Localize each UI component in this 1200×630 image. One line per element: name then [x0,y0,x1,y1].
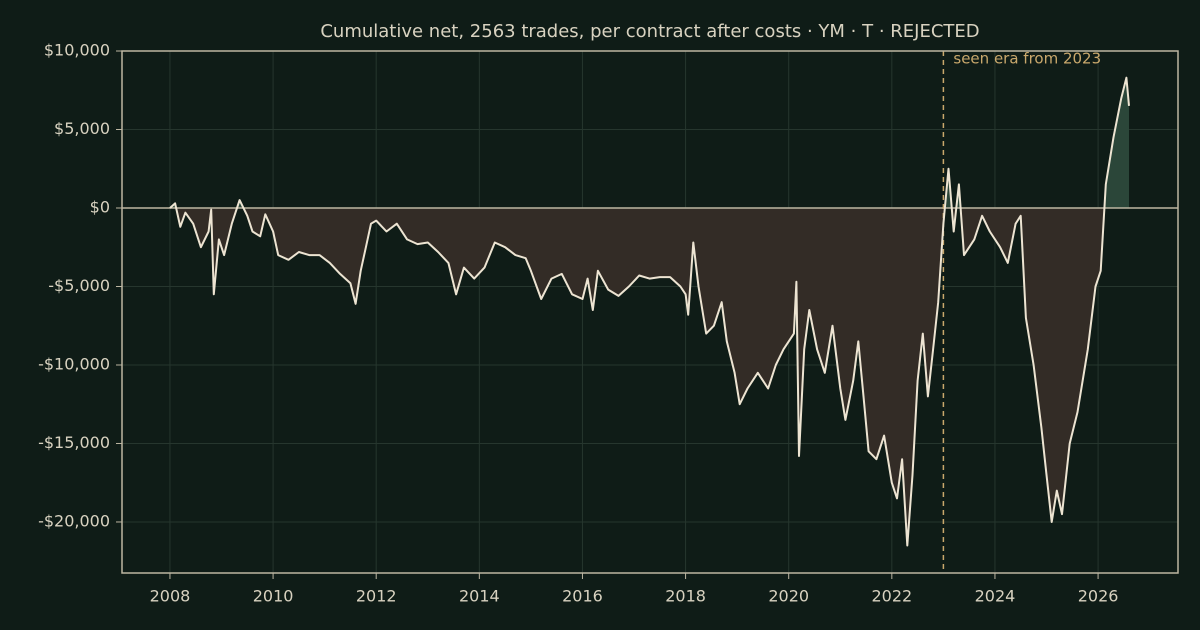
y-tick-label: -$15,000 [38,433,110,452]
x-tick-label: 2014 [459,587,500,606]
x-tick-label: 2016 [562,587,603,606]
line [169,76,1130,547]
y-tick-label: $5,000 [54,119,110,138]
y-tick-label: -$20,000 [38,511,110,530]
y-tick-label: -$5,000 [48,276,110,295]
x-tick-label: 2024 [975,587,1016,606]
x-tick-label: 2012 [356,587,397,606]
x-tick-label: 2008 [150,587,191,606]
x-tick-label: 2018 [665,587,706,606]
x-tick-label: 2010 [253,587,294,606]
x-tick-label: 2020 [768,587,809,606]
annotation: seen era from 2023 [953,50,1101,68]
x-tick-label: 2022 [871,587,912,606]
area-negative [170,207,1105,546]
x-tick-label: 2026 [1078,587,1119,606]
plot-frame [121,50,1179,574]
y-tick-label: $0 [90,197,110,216]
y-tick-label: -$10,000 [38,354,110,373]
chart-title: Cumulative net, 2563 trades, per contrac… [320,21,979,42]
y-tick-label: $10,000 [44,41,110,60]
